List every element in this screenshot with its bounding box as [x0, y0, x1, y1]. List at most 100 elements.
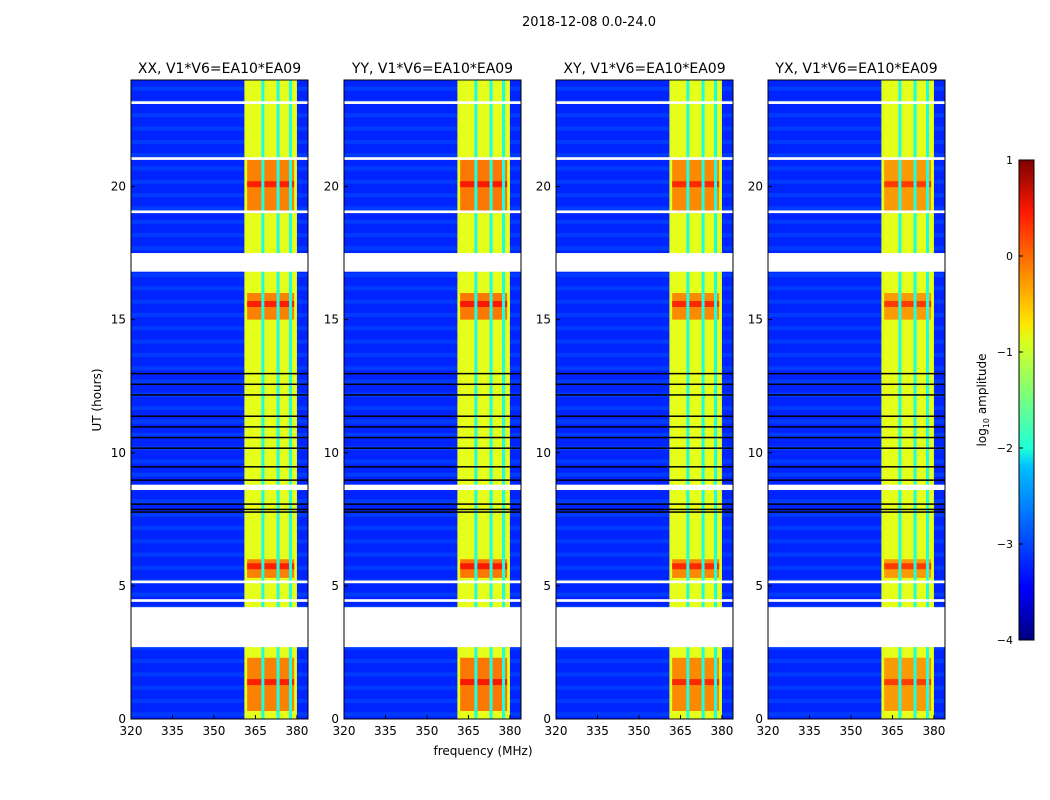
x-tick-label: 320 — [120, 724, 143, 738]
heatmap-row — [768, 419, 945, 424]
heatmap-dark-line — [131, 394, 308, 396]
channel-gap — [261, 80, 265, 719]
heatmap-row — [556, 339, 733, 344]
heatmap-row — [344, 432, 521, 437]
heatmap-row — [768, 179, 945, 184]
heatmap-row — [131, 672, 308, 677]
heatmap-row — [344, 312, 521, 317]
heatmap-row — [131, 539, 308, 544]
heatmap-dark-line — [556, 447, 733, 449]
heatmap-row — [556, 366, 733, 371]
channel-gap — [898, 80, 902, 719]
heatmap-dark-line — [768, 511, 945, 513]
heatmap-dark-line — [768, 479, 945, 481]
heatmap-row — [344, 339, 521, 344]
heatmap-row — [556, 166, 733, 171]
y-tick-label: 10 — [748, 446, 763, 460]
panel-title: XX, V1*V6=EA10*EA09 — [138, 61, 301, 77]
flagged-region — [556, 580, 733, 584]
heatmap-row — [131, 406, 308, 411]
heatmap-row — [131, 339, 308, 344]
colorbar-tick-label: −3 — [997, 538, 1013, 551]
x-tick-label: 350 — [203, 724, 226, 738]
heatmap-row — [768, 712, 945, 717]
heatmap-row — [768, 219, 945, 224]
x-tick-label: 350 — [628, 724, 651, 738]
y-tick-label: 15 — [111, 313, 126, 327]
heatmap-row — [556, 86, 733, 91]
heatmap-row — [344, 512, 521, 517]
heatmap-row — [131, 512, 308, 517]
heatmap-row — [768, 552, 945, 557]
y-tick-label: 5 — [331, 579, 339, 593]
heatmap-row — [768, 592, 945, 597]
panel-3: YX, V1*V6=EA10*EA09 320 335 350 365 380 0 5 10 15… — [748, 61, 946, 738]
flagged-region — [768, 157, 945, 160]
panel-0: XX, V1*V6=EA10*EA09 320 335 350 365 380 0 5 10 15… — [111, 61, 309, 738]
y-tick-label: 15 — [324, 313, 339, 327]
heatmap-dark-line — [556, 479, 733, 481]
channel-gap — [913, 80, 917, 719]
heatmap-row — [556, 153, 733, 158]
y-tick-label: 0 — [755, 712, 763, 726]
colorbar-tick-label: −4 — [997, 634, 1013, 647]
heatmap-row — [556, 246, 733, 251]
heatmap-row — [344, 113, 521, 118]
heatmap-row — [344, 699, 521, 704]
heatmap-row — [556, 299, 733, 304]
heatmap-dark-line — [344, 383, 521, 386]
x-tick-label: 335 — [161, 724, 184, 738]
flagged-region — [556, 484, 733, 491]
heatmap-row — [131, 499, 308, 504]
heatmap-row — [344, 179, 521, 184]
heatmap-row — [768, 379, 945, 384]
heatmap-row — [344, 86, 521, 91]
flagged-region — [556, 210, 733, 214]
x-tick-label: 335 — [586, 724, 609, 738]
heatmap-row — [768, 659, 945, 664]
heatmap-row — [768, 472, 945, 477]
heatmap-row — [556, 113, 733, 118]
panel-frame — [555, 79, 734, 720]
heatmap-row — [131, 366, 308, 371]
heatmap-hot-region — [672, 563, 720, 570]
flagged-region — [344, 580, 521, 584]
heatmap-row — [131, 299, 308, 304]
heatmap-row — [556, 672, 733, 677]
y-tick-label: 10 — [324, 446, 339, 460]
channel-gap — [714, 80, 718, 719]
heatmap-row — [131, 166, 308, 171]
flagged-region — [556, 253, 733, 272]
heatmap-hot-region — [460, 300, 508, 307]
heatmap-row — [556, 193, 733, 198]
heatmap-hot-region — [247, 679, 295, 686]
heatmap-row — [556, 206, 733, 211]
flagged-region — [344, 599, 521, 602]
x-tick-label: 350 — [840, 724, 863, 738]
heatmap-row — [344, 672, 521, 677]
panel-title: YY, V1*V6=EA10*EA09 — [351, 61, 513, 77]
heatmap-row — [344, 326, 521, 331]
heatmap-row — [131, 432, 308, 437]
heatmap-row — [131, 525, 308, 530]
y-tick-label: 20 — [111, 180, 126, 194]
flagged-region — [768, 484, 945, 491]
heatmap-hot-region — [672, 181, 720, 188]
figure-title: 2018-12-08 0.0-24.0 — [522, 15, 656, 30]
x-tick-label: 320 — [545, 724, 568, 738]
flagged-region — [131, 484, 308, 491]
heatmap-dark-line — [131, 508, 308, 511]
channel-gap — [489, 80, 493, 719]
flagged-region — [344, 253, 521, 272]
x-tick-label: 335 — [798, 724, 821, 738]
heatmap-row — [556, 712, 733, 717]
heatmap-row — [131, 126, 308, 131]
channel-gap — [926, 80, 930, 719]
colorbar-tick-label: 1 — [1006, 154, 1013, 167]
heatmap-dark-line — [344, 508, 521, 511]
heatmap-row — [768, 685, 945, 690]
heatmap-row — [131, 685, 308, 690]
channel-gap — [474, 80, 478, 719]
flagged-region — [344, 210, 521, 214]
heatmap-dark-line — [556, 426, 733, 428]
